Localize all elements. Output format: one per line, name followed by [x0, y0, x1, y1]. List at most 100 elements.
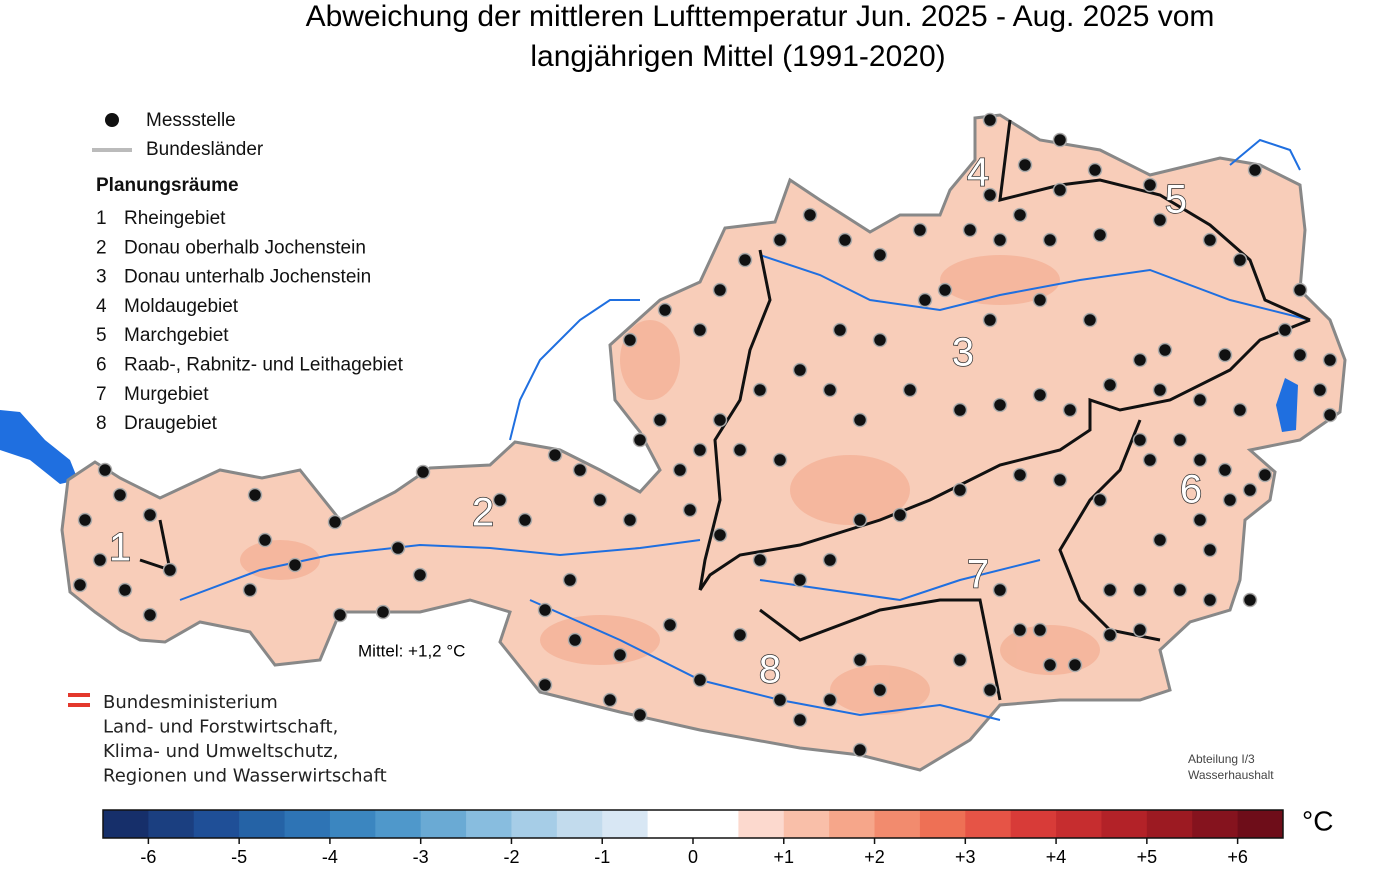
- region-label: 6: [1180, 468, 1202, 512]
- ministry: Bundesministerium Land- und Forstwirtscha…: [103, 692, 387, 787]
- planning-number: 8: [96, 413, 107, 434]
- station: [692, 672, 708, 688]
- station: [162, 562, 178, 578]
- colorbar-segment: [193, 810, 240, 838]
- region-label: 1: [109, 526, 131, 570]
- colorbar-segment: [420, 810, 467, 838]
- colorbar-tick-label: +2: [864, 847, 885, 867]
- station: [247, 487, 263, 503]
- station: [375, 604, 391, 620]
- planning-number: 5: [96, 325, 107, 346]
- station: [732, 627, 748, 643]
- station: [142, 607, 158, 623]
- station: [1217, 462, 1233, 478]
- station: [802, 207, 818, 223]
- colorbar-tick-label: -1: [594, 847, 610, 867]
- station: [1202, 232, 1218, 248]
- station: [872, 682, 888, 698]
- colorbar-tick-label: -2: [503, 847, 519, 867]
- station: [657, 302, 673, 318]
- station: [1322, 407, 1338, 423]
- station: [952, 402, 968, 418]
- station: [1217, 347, 1233, 363]
- station: [917, 292, 933, 308]
- station: [772, 692, 788, 708]
- station: [1257, 467, 1273, 483]
- colorbar-tick-label: -5: [231, 847, 247, 867]
- station: [692, 322, 708, 338]
- station: [962, 222, 978, 238]
- station: [632, 432, 648, 448]
- colorbar-tick-label: +1: [774, 847, 795, 867]
- anomaly-patch: [240, 255, 1100, 715]
- colorbar-unit: °C: [1302, 805, 1333, 836]
- station: [1017, 157, 1033, 173]
- station: [1092, 492, 1108, 508]
- ministry-line: Regionen und Wasserwirtschaft: [103, 766, 387, 787]
- ministry-line: Land- und Forstwirtschaft,: [103, 717, 338, 738]
- station: [852, 742, 868, 758]
- station: [712, 412, 728, 428]
- station: [92, 552, 108, 568]
- colorbar-tick-label: -6: [140, 847, 156, 867]
- station: [712, 282, 728, 298]
- station: [1322, 352, 1338, 368]
- planning-number: 4: [96, 296, 107, 317]
- station: [1062, 402, 1078, 418]
- colorbar-segment: [693, 810, 739, 838]
- colorbar-segment: [874, 810, 921, 838]
- station: [1012, 207, 1028, 223]
- planning-name: Murgebiet: [124, 384, 209, 405]
- legend-station-symbol: [105, 113, 119, 127]
- region-label: 2: [472, 491, 494, 535]
- rivers: [179, 138, 1311, 721]
- station: [1232, 402, 1248, 418]
- planning-name: Draugebiet: [124, 413, 218, 434]
- station: [792, 362, 808, 378]
- station: [1042, 657, 1058, 673]
- station: [612, 647, 628, 663]
- logo: [68, 703, 90, 707]
- department: Abteilung I/3: [1188, 752, 1255, 766]
- station: [1032, 622, 1048, 638]
- station: [415, 464, 431, 480]
- legend-label: Bundesländer: [146, 139, 264, 160]
- station: [832, 322, 848, 338]
- region-label: 8: [759, 648, 781, 692]
- station: [622, 332, 638, 348]
- station: [1132, 582, 1148, 598]
- station: [1032, 292, 1048, 308]
- region-labels: 1 2 3 4 5 6 7 8: [108, 150, 1203, 693]
- colorbar-segment: [1146, 810, 1193, 838]
- station: [592, 492, 608, 508]
- station: [912, 222, 928, 238]
- colorbar-segment: [829, 810, 876, 838]
- station: [492, 492, 508, 508]
- mean-label: Mittel: +1,2 °C: [358, 641, 465, 660]
- colorbar-segment: [738, 810, 785, 838]
- station: [97, 462, 113, 478]
- station: [1242, 592, 1258, 608]
- station: [72, 577, 88, 593]
- station: [1142, 452, 1158, 468]
- country-area: [60, 113, 1347, 772]
- station: [567, 632, 583, 648]
- planning-name: Rheingebiet: [124, 208, 226, 229]
- colorbar-tick-label: -3: [413, 847, 429, 867]
- station: [662, 617, 678, 633]
- region-label: 7: [967, 553, 989, 597]
- colorbar: -6 -5 -4 -3 -2 -1 0 +1 +2 +3 +4 +5 +6: [102, 809, 1284, 867]
- station: [1292, 282, 1308, 298]
- colorbar-segment: [647, 810, 694, 838]
- station: [1082, 312, 1098, 328]
- station: [602, 692, 618, 708]
- station: [1152, 382, 1168, 398]
- planning-name: Donau unterhalb Jochenstein: [124, 267, 371, 288]
- station: [1132, 432, 1148, 448]
- station: [872, 247, 888, 263]
- station: [872, 332, 888, 348]
- station: [1202, 542, 1218, 558]
- planning-number: 2: [96, 237, 107, 258]
- station: [982, 187, 998, 203]
